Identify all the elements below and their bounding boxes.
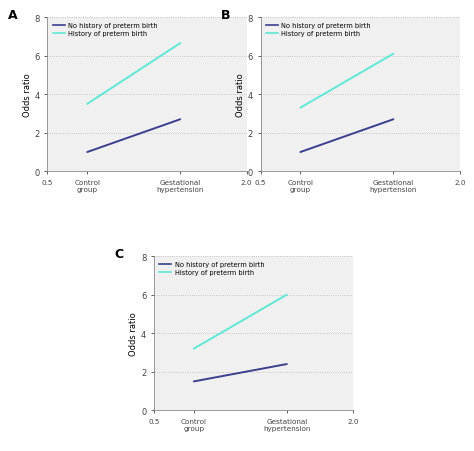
Legend: No history of preterm birth, History of preterm birth: No history of preterm birth, History of … [51,21,160,39]
Y-axis label: Odds ratio: Odds ratio [236,73,245,117]
Text: C: C [114,247,123,260]
Legend: No history of preterm birth, History of preterm birth: No history of preterm birth, History of … [264,21,373,39]
Text: B: B [221,9,230,22]
Y-axis label: Odds ratio: Odds ratio [129,312,138,355]
Text: A: A [8,9,17,22]
Legend: No history of preterm birth, History of preterm birth: No history of preterm birth, History of … [157,260,266,277]
Y-axis label: Odds ratio: Odds ratio [23,73,32,117]
